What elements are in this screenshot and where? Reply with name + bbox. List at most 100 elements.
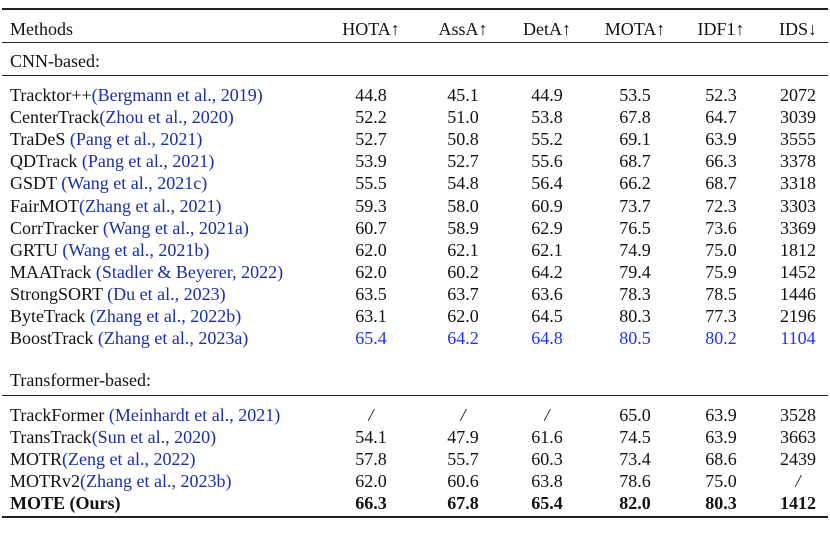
metric-value: 63.6 [531,283,563,304]
metric-value: 75.0 [705,471,737,492]
citation-link[interactable]: (Du et al., 2023) [107,283,226,304]
citation-link[interactable]: (Zhou et al., 2020) [99,107,234,128]
citation-link[interactable]: (Zeng et al., 2022) [62,449,196,470]
citation-link[interactable]: (Meinhardt et al., 2021) [108,405,281,425]
metric-value: 64.2 [447,328,479,349]
metric-value: 56.4 [531,173,563,194]
metric-value: 3039 [780,107,816,128]
metric-value: 72.3 [705,195,737,216]
metric-value: 66.3 [355,493,387,514]
metric-value: 62.0 [447,306,479,326]
table-row: MAATrack (Stadler & Beyerer, 2022) 62.0 60… [0,261,830,283]
metric-value: 60.9 [531,195,563,216]
metric-value: 63.9 [705,405,737,425]
header-cell: HOTA↑ [342,19,400,39]
metric-value: 73.7 [619,195,651,216]
citation-link[interactable]: (Wang et al., 2021b) [62,239,210,260]
citation-link[interactable]: (Sun et al., 2020) [91,427,217,448]
section-rule [2,395,828,396]
metric-value: 47.9 [447,427,479,448]
method-name: CorrTracker (Wang et al., 2021a) [10,217,249,239]
metric-value: 78.3 [619,283,651,304]
metric-value: 63.5 [355,283,387,304]
metric-value: 62.0 [355,261,387,282]
citation-link[interactable]: (Zhang et al., 2021) [79,195,222,216]
method-label: StrongSORT [10,283,108,304]
metric-value: 3369 [780,217,816,238]
metric-value: 2072 [780,85,816,105]
metric-value: 60.6 [447,471,479,492]
citation-link[interactable]: (Stadler & Beyerer, 2022) [95,261,284,282]
metric-value: 57.8 [355,449,387,470]
method-name: MOTRv2(Zhang et al., 2023b) [10,470,231,492]
metric-value: 65.0 [619,405,651,425]
method-label: TransTrack [10,427,92,448]
metric-value: 58.9 [447,217,479,238]
citation-link[interactable]: (Zhang et al., 2023b) [80,471,232,492]
metric-value: 62.9 [531,217,563,238]
method-label: BoostTrack [10,328,98,349]
method-label: CenterTrack [10,107,100,128]
metric-value: 68.6 [705,449,737,470]
table-row: GSDT (Wang et al., 2021c) 55.5 54.8 56.4 66.… [0,172,830,194]
metric-value: 2439 [780,449,816,470]
metric-value: / [460,405,466,425]
metric-value: 55.7 [447,449,479,470]
table-row: ByteTrack (Zhang et al., 2022b) 63.1 62.0 6… [0,305,830,327]
method-name: FairMOT(Zhang et al., 2021) [10,195,221,217]
citation-link[interactable]: (Pang et al., 2021) [69,129,203,150]
method-name: GRTU (Wang et al., 2021b) [10,239,209,261]
metric-value: 44.8 [355,85,387,105]
metric-value: 52.7 [355,129,387,150]
metric-value: 63.9 [705,427,737,448]
metric-value: 65.4 [531,493,563,514]
metric-value: 63.7 [447,283,479,304]
metric-value: 58.0 [447,195,479,216]
citation-link[interactable]: (Bergmann et al., 2019) [91,85,263,105]
method-name: CenterTrack(Zhou et al., 2020) [10,106,234,128]
metric-value: 52.7 [447,151,479,172]
metric-value: 69.1 [619,129,651,150]
metric-value: 68.7 [619,151,651,172]
metric-value: 51.0 [447,107,479,128]
metric-value: 76.5 [619,217,651,238]
metric-value: 63.8 [531,471,563,492]
method-label: MOTR [10,449,63,470]
metric-value: 67.8 [619,107,651,128]
table-row: FairMOT(Zhang et al., 2021) 59.3 58.0 60.9 7… [0,195,830,217]
citation-link[interactable]: (Zhang et al., 2023a) [97,328,249,349]
method-label: GRTU [10,239,63,260]
metric-value: 53.8 [531,107,563,128]
metric-value: 63.1 [355,306,387,326]
method-label: MOTRv2 [10,471,81,492]
metric-value: 52.3 [705,85,737,105]
method-label: TrackFormer [10,405,109,425]
table-row: CorrTracker (Wang et al., 2021a) 60.7 58.9… [0,217,830,239]
metric-value: 64.5 [531,306,563,326]
metric-value: 65.4 [355,328,387,349]
citation-link[interactable]: (Zhang et al., 2022b) [89,306,242,326]
metric-value: 74.9 [619,239,651,260]
citation-link[interactable]: (Wang et al., 2021a) [102,217,249,238]
method-name: Tracktor++(Bergmann et al., 2019) [10,84,263,106]
metric-value: 53.9 [355,151,387,172]
citation-link[interactable]: (Wang et al., 2021c) [61,173,208,194]
header-cell: MOTA↑ [604,19,666,39]
method-label: MOTE (Ours) [10,493,121,514]
method-name: ByteTrack (Zhang et al., 2022b) [10,305,241,327]
citation-link[interactable]: (Pang et al., 2021) [81,151,215,172]
metric-value: 2196 [780,306,816,326]
metric-value: 1452 [780,261,816,282]
metric-value: 3378 [780,151,816,172]
method-label: MAATrack [10,261,96,282]
method-label: QDTrack [10,151,82,172]
method-label: TraDeS [10,129,70,150]
method-name: MOTE (Ours) [10,492,121,514]
metric-value: 62.1 [531,239,563,260]
method-name: GSDT (Wang et al., 2021c) [10,172,207,194]
table-row: CenterTrack(Zhou et al., 2020) 52.2 51.0 53… [0,106,830,128]
metric-value: 62.0 [355,471,387,492]
metric-value: 80.3 [619,306,651,326]
metric-value: 60.2 [447,261,479,282]
metric-value: 63.9 [705,129,737,150]
